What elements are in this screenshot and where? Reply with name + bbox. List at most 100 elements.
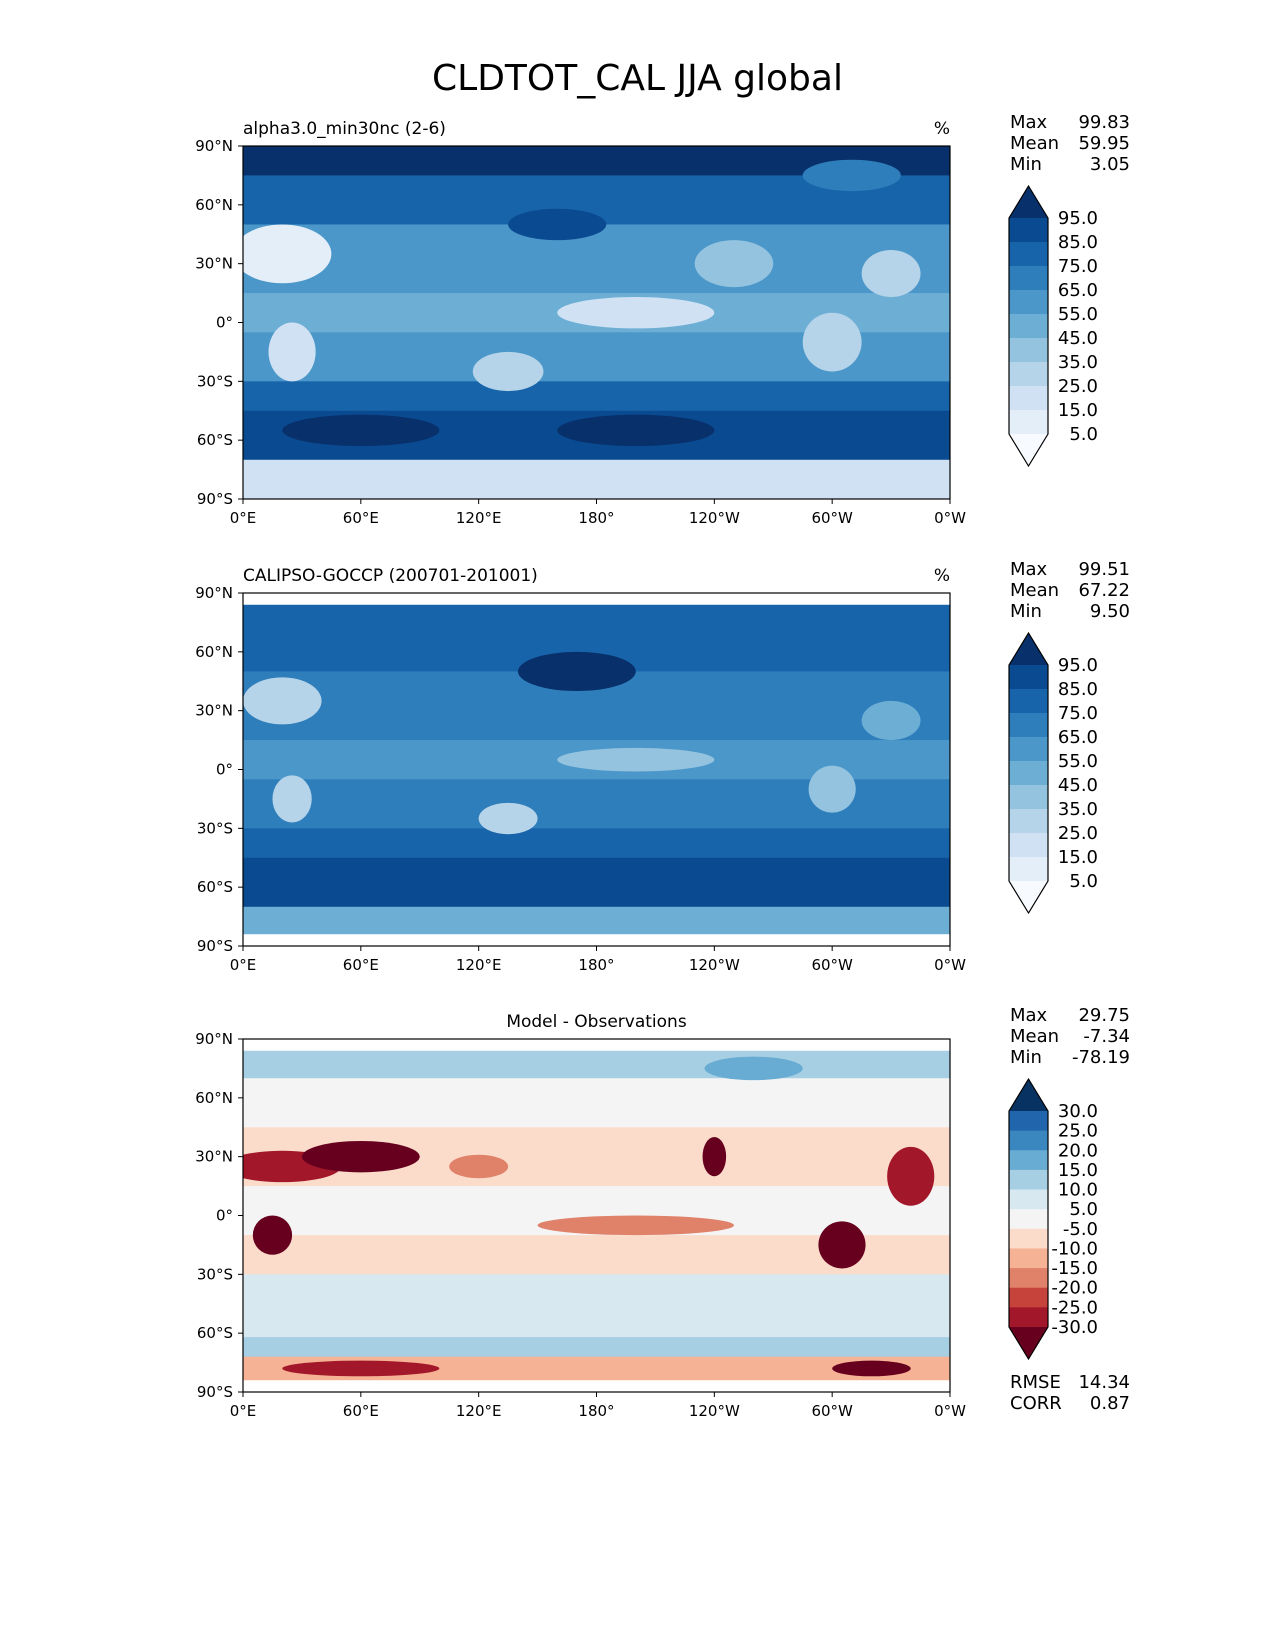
lat-tick-label: 30°N <box>195 702 233 720</box>
stat-value-max: 99.51 <box>1078 559 1130 580</box>
stat-label: Mean <box>1010 580 1059 601</box>
colorbar-bin <box>1009 314 1048 339</box>
colorbar-tick-label: 15.0 <box>1058 1160 1098 1181</box>
field-region <box>508 208 607 241</box>
colorbar-bin <box>1009 1189 1048 1210</box>
colorbar-bin <box>1009 809 1048 834</box>
field-region <box>832 1360 911 1377</box>
lat-tick-label: 30°S <box>197 819 233 837</box>
colorbar-tick-label: 65.0 <box>1058 727 1098 748</box>
colorbar-extend-min <box>1009 434 1048 466</box>
colorbar-tick-label: 15.0 <box>1058 400 1098 421</box>
lat-tick-label: 90°N <box>195 584 233 602</box>
colorbar-outline <box>1008 1077 1049 1361</box>
colorbar-tick-label: 15.0 <box>1058 847 1098 868</box>
stat-value-min: 9.50 <box>1090 601 1130 622</box>
colorbar-tick-label: -20.0 <box>1051 1278 1098 1299</box>
lon-tick-label: 60°E <box>343 956 379 974</box>
field-band <box>243 1039 950 1052</box>
lat-tick-label: 90°N <box>195 137 233 155</box>
lon-tick-label: 0°E <box>230 509 257 527</box>
lat-tick-label: 90°S <box>197 937 233 955</box>
field-region <box>301 1140 420 1173</box>
lon-tick-label: 0°W <box>934 1402 966 1420</box>
colorbar-bin <box>1009 1130 1048 1151</box>
figure-title: CLDTOT_CAL JJA global <box>432 58 843 99</box>
colorbar-tick-label: 5.0 <box>1069 871 1098 892</box>
colorbar-bin <box>1009 689 1048 714</box>
lon-tick-label: 120°E <box>456 509 502 527</box>
panel-1: alpha3.0_min30nc (2-6) % 90°N 60°N 30°N 0° 30°… <box>195 112 1130 527</box>
field-region <box>861 700 921 741</box>
lat-tick-label: 0° <box>216 761 233 779</box>
colorbar-extend-min <box>1009 1327 1048 1359</box>
colorbar-bin <box>1009 290 1048 315</box>
stat-label: Max <box>1010 1005 1048 1026</box>
colorbar-tick-label: 55.0 <box>1058 751 1098 772</box>
colorbar-bin <box>1009 833 1048 858</box>
lat-tick-label: 0° <box>216 314 233 332</box>
colorbar-tick-label: -10.0 <box>1051 1238 1098 1259</box>
field-region <box>802 312 862 372</box>
colorbar-tick-label: 65.0 <box>1058 280 1098 301</box>
field-region <box>702 1137 727 1177</box>
lon-tick-label: 120°E <box>456 956 502 974</box>
stat-value-max: 29.75 <box>1078 1005 1130 1026</box>
colorbar-bin <box>1009 1268 1048 1289</box>
stat-value-rmse: 14.34 <box>1078 1372 1130 1393</box>
panel-2: CALIPSO-GOCCP (200701-201001) % 90°N 60°N 30… <box>195 559 1130 974</box>
lon-tick-label: 60°W <box>811 509 853 527</box>
field-band <box>243 934 950 946</box>
lon-tick-label: 0°W <box>934 509 966 527</box>
colorbar-tick-label: 35.0 <box>1058 352 1098 373</box>
field-band <box>243 381 950 412</box>
field-region <box>252 1215 293 1255</box>
colorbar-tick-label: 10.0 <box>1058 1180 1098 1201</box>
field-band <box>243 1078 950 1129</box>
colorbar-bin <box>1009 857 1048 882</box>
lat-tick-label: 60°N <box>195 196 233 214</box>
field-band <box>243 828 950 859</box>
stat-value-min: -78.19 <box>1072 1047 1130 1068</box>
stat-label: RMSE <box>1010 1372 1061 1393</box>
stat-label: Min <box>1010 1047 1042 1068</box>
stat-label: CORR <box>1010 1393 1062 1414</box>
colorbar-tick-label: 85.0 <box>1058 232 1098 253</box>
colorbar-tick-label: 95.0 <box>1058 655 1098 676</box>
units-label: % <box>934 566 950 586</box>
colorbar-tick-label: 25.0 <box>1058 376 1098 397</box>
colorbar-tick-label: 75.0 <box>1058 256 1098 277</box>
stat-value-mean: 67.22 <box>1078 580 1130 601</box>
colorbar-extend-max <box>1009 1079 1048 1111</box>
map-field <box>243 593 950 946</box>
field-band <box>243 459 950 499</box>
stat-label: Min <box>1010 601 1042 622</box>
panel-title: CALIPSO-GOCCP (200701-201001) <box>243 566 538 586</box>
colorbar-tick-label: 25.0 <box>1058 823 1098 844</box>
stat-value-max: 99.83 <box>1078 112 1130 133</box>
lon-tick-label: 60°E <box>343 1402 379 1420</box>
field-region <box>472 351 544 392</box>
colorbar: 95.0 85.0 75.0 65.0 55.0 45.0 35.0 25.0 15.0 5.0 <box>1008 184 1098 468</box>
lat-tick-label: 60°S <box>197 1324 233 1342</box>
field-region <box>478 802 538 835</box>
colorbar-tick-label: 95.0 <box>1058 208 1098 229</box>
colorbar-bin <box>1009 218 1048 243</box>
colorbar-tick-label: 45.0 <box>1058 775 1098 796</box>
lon-tick-label: 120°E <box>456 1402 502 1420</box>
field-region <box>243 677 322 725</box>
lat-tick-label: 30°S <box>197 1265 233 1283</box>
colorbar-tick-label: 30.0 <box>1058 1101 1098 1122</box>
stat-label: Max <box>1010 559 1048 580</box>
colorbar-tick-label: -25.0 <box>1051 1297 1098 1318</box>
colorbar-bin <box>1009 386 1048 411</box>
field-region <box>557 297 715 329</box>
colorbar-tick-label: -15.0 <box>1051 1258 1098 1279</box>
stat-label: Mean <box>1010 133 1059 154</box>
colorbar-bin <box>1009 1169 1048 1191</box>
field-band <box>243 1337 950 1358</box>
stat-label: Max <box>1010 112 1048 133</box>
field-band <box>243 224 950 295</box>
lon-tick-label: 120°W <box>689 509 740 527</box>
lon-tick-label: 0°W <box>934 956 966 974</box>
